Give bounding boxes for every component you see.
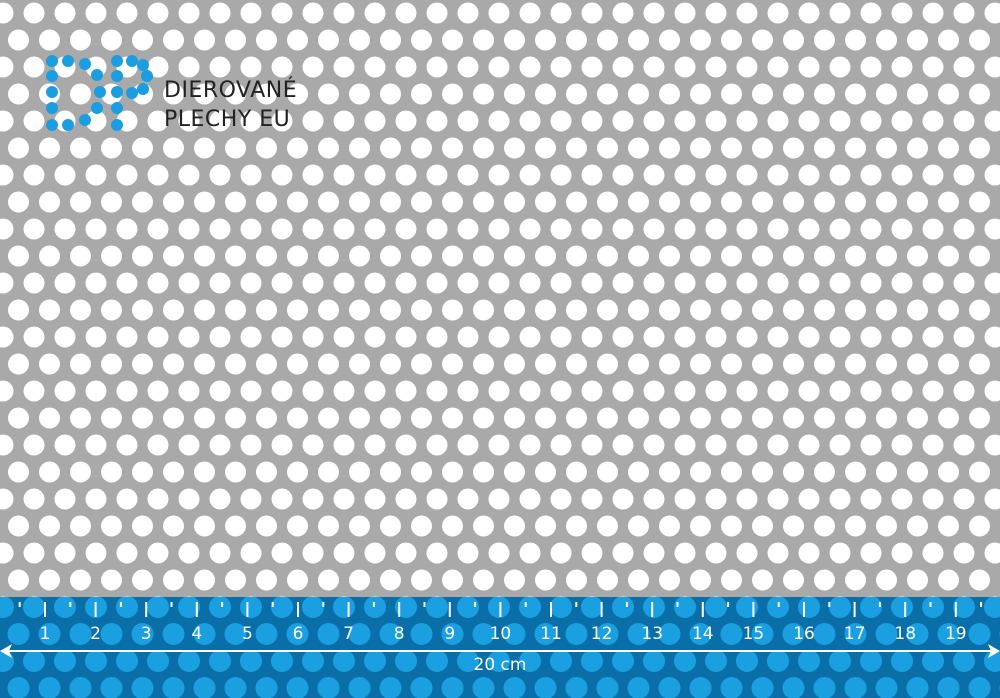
logo-dot — [46, 102, 58, 114]
ruler-label: 3 — [141, 624, 152, 644]
logo-dots — [46, 55, 153, 131]
logo-dot — [91, 102, 103, 114]
ruler-label: 15 — [743, 624, 765, 644]
brand-line2: PLECHY EU — [164, 107, 291, 132]
ruler-label: 4 — [191, 624, 202, 644]
brand-line1: DIEROVANÉ — [164, 78, 298, 103]
ruler-label: 5 — [242, 624, 253, 644]
ruler-label: 7 — [343, 624, 354, 644]
logo-dot — [46, 55, 58, 67]
logo-dot — [111, 102, 123, 114]
ruler-label: 18 — [894, 624, 916, 644]
logo-dot — [111, 86, 123, 98]
logo-dot — [137, 59, 149, 71]
ruler-label: 12 — [591, 624, 613, 644]
ruler-label: 1 — [40, 624, 51, 644]
arrow-left-icon — [0, 644, 12, 658]
logo-dot — [111, 55, 123, 67]
arrow-right-icon — [988, 644, 1000, 658]
logo-dot — [91, 69, 103, 81]
logo-dot — [137, 83, 149, 95]
logo-dot — [46, 86, 58, 98]
logo-dot — [126, 87, 138, 99]
logo-dot — [62, 55, 74, 67]
logo-dot — [141, 70, 153, 82]
logo-dot — [126, 55, 138, 67]
ruler-label: 10 — [490, 624, 512, 644]
logo-dot — [79, 58, 91, 70]
ruler-label: 6 — [293, 624, 304, 644]
ruler-label: 13 — [641, 624, 663, 644]
ruler-band: 1 2 3 4 5 6 7 8 9 10 11 12 13 14 15 16 17 18 19 20 cm — [0, 597, 1000, 698]
ruler-label: 9 — [444, 624, 455, 644]
logo-dot — [111, 119, 123, 131]
ruler-label: 14 — [692, 624, 714, 644]
logo-dot — [94, 86, 106, 98]
logo-dot — [46, 70, 58, 82]
logo-dot — [79, 114, 91, 126]
ruler-label: 11 — [540, 624, 562, 644]
logo-dot — [111, 70, 123, 82]
logo-dot — [62, 119, 74, 131]
ruler-label: 2 — [90, 624, 101, 644]
ruler-label: 8 — [394, 624, 405, 644]
length-label: 20 cm — [474, 655, 527, 675]
ruler-label: 19 — [945, 624, 967, 644]
logo-dot — [46, 119, 58, 131]
ruler-label: 17 — [844, 624, 866, 644]
ruler-label: 16 — [793, 624, 815, 644]
brand-name: DIEROVANÉ PLECHY EU — [164, 76, 297, 134]
